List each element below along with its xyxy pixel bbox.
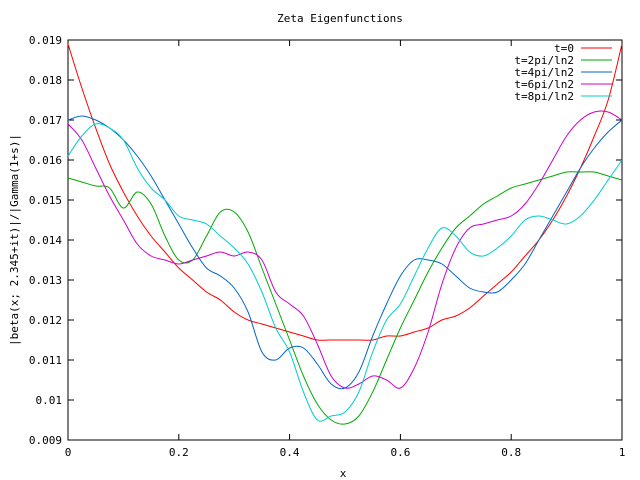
x-tick-label: 0.4 bbox=[280, 446, 300, 459]
y-tick-label: 0.012 bbox=[29, 314, 62, 327]
series-line-t-4pi-ln2 bbox=[67, 115, 623, 390]
y-axis-label: |beta(x; 2.345+it)|/|Gamma(1+s)| bbox=[8, 134, 21, 346]
y-tick-label: 0.018 bbox=[29, 74, 62, 87]
legend-label: t=0 bbox=[554, 42, 574, 55]
series-line-t-8pi-ln2 bbox=[67, 123, 623, 422]
x-tick-label: 0.6 bbox=[390, 446, 410, 459]
x-tick-label: 1 bbox=[619, 446, 626, 459]
y-tick-label: 0.015 bbox=[29, 194, 62, 207]
series-group bbox=[67, 43, 623, 425]
y-tick-label: 0.01 bbox=[36, 394, 63, 407]
axis-ticks: 0 0.2 0.4 0.6 0.8 1 0.009 0.01 0.011 0.012 0.013 0.… bbox=[29, 34, 625, 459]
y-tick-label: 0.016 bbox=[29, 154, 62, 167]
legend-label: t=8pi/ln2 bbox=[514, 90, 574, 103]
y-tick-label: 0.013 bbox=[29, 274, 62, 287]
y-tick-label: 0.017 bbox=[29, 114, 62, 127]
legend-label: t=4pi/ln2 bbox=[514, 66, 574, 79]
legend-label: t=2pi/ln2 bbox=[514, 54, 574, 67]
x-tick-label: 0.8 bbox=[501, 446, 521, 459]
series-line-t-2pi-ln2 bbox=[67, 171, 623, 425]
series-line-t-6pi-ln2 bbox=[67, 110, 623, 389]
x-tick-label: 0 bbox=[65, 446, 72, 459]
y-tick-label: 0.009 bbox=[29, 434, 62, 447]
y-tick-label: 0.019 bbox=[29, 34, 62, 47]
series-line-t-0 bbox=[67, 43, 623, 341]
chart-title: Zeta Eigenfunctions bbox=[277, 12, 403, 25]
y-tick-label: 0.011 bbox=[29, 354, 62, 367]
legend-label: t=6pi/ln2 bbox=[514, 78, 574, 91]
y-tick-label: 0.014 bbox=[29, 234, 62, 247]
x-axis-label: x bbox=[340, 467, 347, 480]
x-tick-label: 0.2 bbox=[169, 446, 189, 459]
